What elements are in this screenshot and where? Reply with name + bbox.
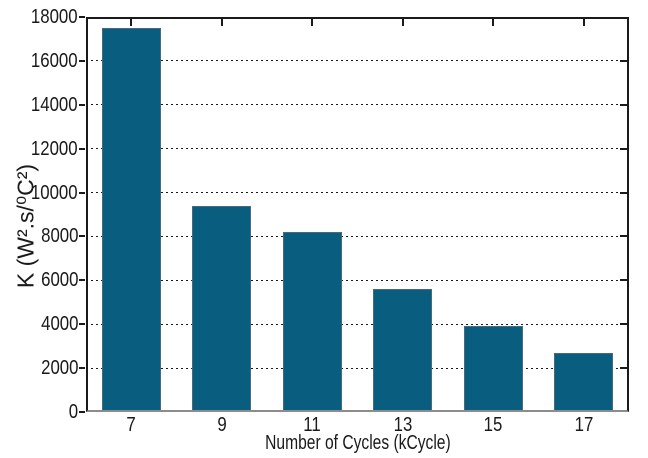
y-tick-mark-left	[79, 16, 85, 18]
y-tick-label: 12000	[0, 139, 78, 159]
x-tick-label-text: 13	[393, 414, 413, 436]
y-tick-label: 0	[0, 402, 78, 422]
y-tick-mark-left	[79, 235, 85, 238]
x-tick-label-text: 11	[303, 414, 321, 436]
x-tick-label: 17	[573, 415, 595, 435]
y-gridline	[86, 323, 629, 325]
y-tick-label-text: 18000	[31, 6, 78, 28]
y-tick-mark-left	[79, 147, 85, 150]
y-tick-label-text: 16000	[31, 49, 78, 72]
x-tick-label-text: 7	[126, 414, 136, 436]
bar	[373, 289, 433, 412]
x-tick-label-text: 9	[217, 414, 227, 436]
y-gridline	[86, 148, 629, 150]
y-tick-label: 18000	[0, 7, 78, 27]
y-tick-label-text: 12000	[31, 137, 78, 160]
x-tick-label-text: 15	[483, 414, 503, 436]
y-tick-mark-left	[79, 59, 85, 62]
bar	[192, 205, 252, 412]
y-tick-label-text: 0	[68, 401, 78, 423]
y-tick-label: 16000	[0, 51, 78, 71]
y-tick-mark-left	[79, 279, 85, 282]
y-tick-mark-left	[79, 191, 85, 194]
x-tick-label: 11	[302, 415, 323, 435]
y-tick-mark-left	[79, 103, 85, 106]
bar	[463, 326, 523, 412]
y-tick-label-text: 2000	[40, 357, 78, 380]
y-tick-mark-left	[79, 411, 85, 413]
y-tick-mark-left	[79, 367, 85, 370]
x-tick-label-text: 17	[574, 414, 594, 436]
y-tick-label: 6000	[0, 270, 78, 290]
y-tick-label-text: 6000	[40, 269, 78, 292]
y-tick-label: 2000	[0, 358, 78, 378]
x-tick-label: 13	[392, 415, 414, 435]
y-tick-mark-left	[79, 323, 85, 326]
y-gridline	[86, 235, 629, 237]
y-gridline	[86, 279, 629, 281]
y-tick-label: 10000	[0, 183, 78, 203]
y-tick-label-text: 4000	[40, 313, 78, 336]
y-gridline	[86, 367, 629, 369]
y-tick-label-text: 10000	[31, 181, 78, 204]
y-gridline	[86, 192, 629, 194]
x-axis-title: Number of Cycles (kCycle)	[86, 432, 629, 454]
bar-series	[86, 17, 629, 412]
y-tick-label-text: 8000	[40, 225, 78, 248]
y-gridline	[86, 60, 629, 62]
bar	[282, 232, 342, 412]
x-axis-title-text: Number of Cycles (kCycle)	[264, 432, 451, 454]
y-tick-label: 14000	[0, 95, 78, 115]
y-tick-label-text: 14000	[31, 93, 78, 116]
y-gridline	[86, 104, 629, 106]
x-tick-label: 15	[482, 415, 504, 435]
bar	[101, 27, 161, 412]
x-tick-label: 9	[216, 415, 227, 435]
x-tick-label: 7	[126, 415, 137, 435]
y-tick-label: 8000	[0, 226, 78, 246]
bar	[554, 352, 614, 412]
plot-area	[79, 16, 629, 413]
y-tick-label: 4000	[0, 314, 78, 334]
